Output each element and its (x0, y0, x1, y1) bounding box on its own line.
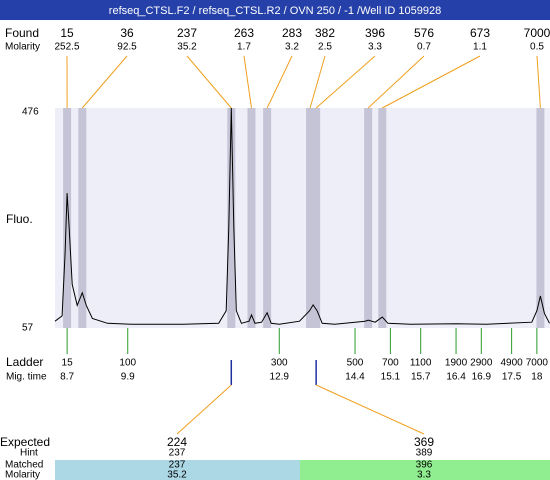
found-size: 673 (470, 26, 490, 40)
found-molarity: 92.5 (117, 42, 137, 53)
found-size: 382 (315, 26, 335, 40)
matched-molarity: 35.2 (167, 470, 187, 480)
found-molarity: 3.3 (368, 42, 382, 53)
ladder-size: 300 (271, 358, 288, 369)
molarity-label: Molarity (5, 470, 40, 480)
title: refseq_CTSL.F2 / refseq_CTSL.R2 / OVN 25… (109, 5, 441, 17)
ladder-label: Ladder (6, 355, 43, 369)
ladder-time: 16.4 (446, 372, 466, 383)
found-size: 7000 (524, 26, 550, 40)
hint: 237 (169, 448, 186, 459)
ladder-time: 17.5 (502, 372, 522, 383)
trace (54, 107, 550, 325)
y-tick-label: 57 (22, 323, 34, 334)
found-molarity: 0.5 (530, 42, 544, 53)
peak-band (306, 108, 315, 328)
found-label: Found (5, 26, 39, 40)
found-size: 36 (120, 26, 134, 40)
peak-band (63, 108, 72, 328)
matched-band (55, 460, 300, 480)
peak-band (247, 108, 256, 328)
hint-label: Hint (20, 448, 38, 459)
ladder-size: 100 (119, 358, 136, 369)
peak-connector (309, 55, 326, 109)
matched-label: Matched (5, 460, 43, 471)
peak-band (78, 108, 87, 328)
found-molarity: 0.7 (417, 42, 431, 53)
ladder-size: 4900 (500, 358, 523, 369)
plot-area (55, 108, 550, 328)
peak-connector (243, 55, 252, 109)
hint: 389 (416, 448, 433, 459)
peak-connector (186, 55, 232, 109)
peak-band (263, 108, 272, 328)
ladder-size: 7000 (526, 358, 549, 369)
peak-band (227, 108, 236, 328)
mig-time-label: Mig. time (6, 372, 47, 383)
ladder-time: 8.7 (60, 372, 74, 383)
ladder-size: 500 (347, 358, 364, 369)
found-molarity: 1.7 (237, 42, 251, 53)
peak-band (378, 108, 387, 328)
found-molarity: 35.2 (177, 42, 197, 53)
matched-band (300, 460, 550, 480)
found-size: 15 (60, 26, 74, 40)
expected-label: Expected (0, 435, 50, 449)
found-size: 237 (177, 26, 197, 40)
found-size: 283 (282, 26, 302, 40)
peak-band (364, 108, 373, 328)
y-tick-label: 476 (22, 107, 39, 118)
title-bar (0, 0, 550, 20)
ladder-size: 2900 (470, 358, 493, 369)
expected-connector (315, 384, 425, 435)
ladder-time: 16.9 (472, 372, 492, 383)
found-molarity: 1.1 (473, 42, 487, 53)
found-molarity-label: Molarity (5, 42, 40, 53)
ladder-size: 1100 (410, 358, 432, 369)
found-size: 396 (365, 26, 385, 40)
peak-connector (266, 55, 293, 109)
matched: 237 (169, 460, 186, 471)
peak-connector (382, 55, 481, 109)
found-molarity: 252.5 (54, 42, 79, 53)
expected-size: 369 (414, 435, 434, 449)
peak-connector (536, 55, 541, 109)
matched-molarity: 3.3 (417, 470, 431, 480)
ladder-time: 18 (531, 372, 543, 383)
ladder-size: 15 (62, 358, 74, 369)
ladder-time: 15.7 (411, 372, 431, 383)
found-molarity: 2.5 (318, 42, 332, 53)
peak-connector (315, 55, 376, 109)
ladder-size: 700 (382, 358, 399, 369)
ladder-size: 1900 (445, 358, 468, 369)
expected-size: 224 (167, 435, 187, 449)
ladder-time: 9.9 (121, 372, 135, 383)
peak-band (536, 108, 545, 328)
expected-connector (176, 384, 232, 435)
peak-connector (81, 55, 128, 109)
ladder-time: 15.1 (381, 372, 401, 383)
matched: 396 (416, 460, 433, 471)
ladder-time: 12.9 (270, 372, 290, 383)
ladder-time: 14.4 (345, 372, 365, 383)
peak-band (312, 108, 321, 328)
y-label: Fluo. (6, 212, 33, 226)
found-size: 576 (414, 26, 434, 40)
found-size: 263 (234, 26, 254, 40)
found-molarity: 3.2 (285, 42, 299, 53)
peak-connector (367, 55, 425, 109)
